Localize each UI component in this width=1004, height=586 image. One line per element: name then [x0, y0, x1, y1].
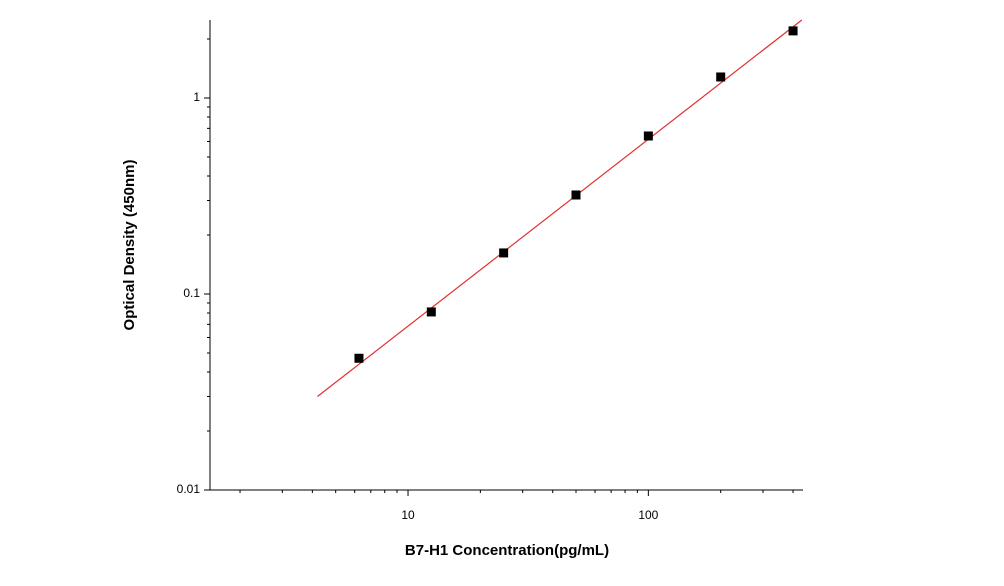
x-tick-label: 10: [401, 508, 415, 522]
data-point: [426, 307, 436, 317]
x-axis-title: B7-H1 Concentration(pg/mL): [405, 542, 609, 559]
x-tick-label: 100: [638, 508, 658, 522]
data-point: [571, 190, 581, 200]
y-tick-label: 1: [193, 90, 200, 104]
y-tick-label: 0.01: [177, 482, 201, 496]
data-point: [499, 248, 509, 258]
data-point: [643, 131, 653, 141]
fit-line: [317, 19, 803, 397]
data-point: [354, 353, 364, 363]
data-point: [716, 72, 726, 82]
y-tick-label: 0.1: [183, 286, 200, 300]
data-point: [788, 26, 798, 36]
y-axis-title: Optical Density (450nm): [121, 160, 138, 331]
